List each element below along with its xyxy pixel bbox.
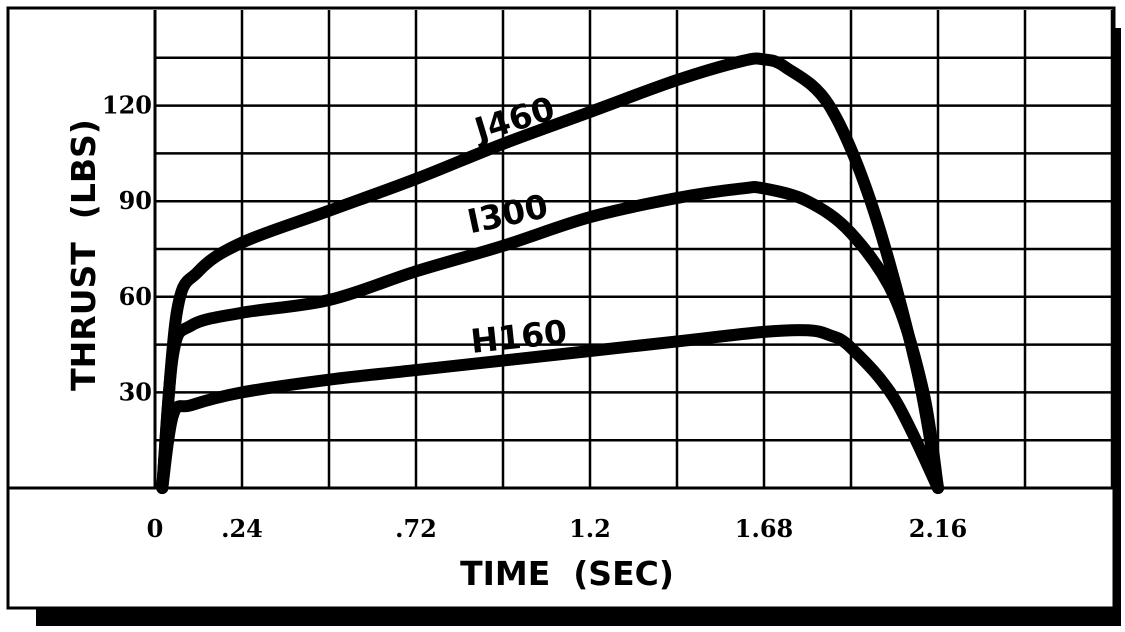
x-tick-label: 2.16 <box>909 514 967 543</box>
x-tick-label: 1.2 <box>569 514 611 543</box>
series-line-j460 <box>156 52 944 494</box>
y-tick-label: 120 <box>102 91 152 120</box>
x-axis-title: TIME (SEC) <box>460 554 674 593</box>
x-tick-label: .24 <box>221 514 263 543</box>
y-tick-label: 90 <box>119 186 152 215</box>
series-line-i300 <box>156 181 944 494</box>
x-tick-label: 1.68 <box>735 514 793 543</box>
chart-frame <box>6 6 1116 610</box>
x-tick-label: 0 <box>147 514 164 543</box>
y-axis-title: THRUST (LBS) <box>64 119 103 391</box>
y-tick-label: 30 <box>119 377 152 406</box>
tick-labels: 0 .24 .72 1.2 1.68 2.16 30 60 90 120 <box>102 91 967 543</box>
series-line-h160 <box>156 324 944 494</box>
curves <box>156 52 944 494</box>
x-tick-label: .72 <box>395 514 437 543</box>
y-tick-label: 60 <box>119 282 152 311</box>
